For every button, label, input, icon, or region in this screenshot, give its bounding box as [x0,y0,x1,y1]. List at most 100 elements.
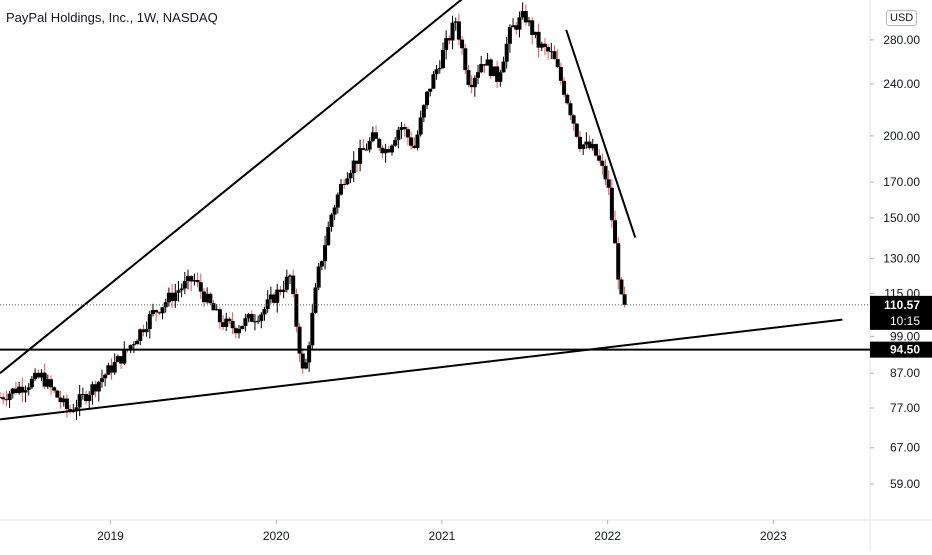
candle-body [539,43,544,48]
candle-body [173,292,178,302]
candle-body [275,289,280,303]
candle-body [150,310,155,314]
candle-body [415,134,420,149]
candle-body [319,261,324,267]
candle-body [374,132,379,139]
candle-body [399,126,404,130]
candle-body [192,280,197,282]
candle-body [1,397,6,400]
candle-body [476,72,481,78]
trendline-rising-support [0,318,843,421]
candle-body [456,21,461,40]
trendline-falling-resistance [565,29,637,238]
support-level-value: 94.50 [890,343,920,357]
candle-body [501,61,506,73]
candle-body [393,140,398,146]
chart-title: PayPal Holdings, Inc., 1W, NASDAQ [6,10,218,25]
candle-body [619,279,624,295]
candle-body [450,22,455,41]
candle-body [495,66,500,82]
candle-body [542,43,547,47]
currency-badge[interactable]: USD [886,10,918,26]
candle-body [170,292,175,302]
candle-body [160,307,165,314]
candle-body [29,378,34,388]
time-axis[interactable]: 2019 2020 2021 2022 2023 [97,520,787,543]
candle-body [176,290,181,293]
candle-body [609,187,614,221]
candle-body [189,275,194,282]
candle-body [332,207,337,215]
candle-body [530,20,535,35]
price-tick-label: 150.00 [883,211,920,225]
candle-body [463,48,468,71]
candle-body [307,345,312,363]
candle-body [138,329,143,341]
candle-body [498,72,503,82]
candle-body [281,289,286,293]
candle-body [603,165,608,180]
candle-body [4,399,9,401]
candle-body [58,397,63,403]
candle-body [578,136,582,149]
candle-body [479,64,484,73]
candle-body [205,293,210,303]
trendlines[interactable] [0,0,870,421]
candle-body [389,145,394,153]
price-tick-label: 99.00 [890,329,920,343]
candle-body [201,291,206,303]
candle-body [444,38,449,51]
price-axis[interactable]: 280.00240.00200.00170.00150.00130.00115.… [870,33,920,491]
candle-body [520,11,525,18]
candle-body [141,329,146,333]
candle-body [268,294,273,300]
candle-body [259,314,264,321]
candle-body [358,147,363,164]
candles [0,2,627,420]
candle-body [64,398,69,410]
candle-body [17,386,22,394]
candle-body [291,275,296,295]
candle-body [364,149,369,151]
candle-body [412,145,417,149]
candle-body [198,282,203,292]
candle-body [7,393,12,401]
candle-body [109,365,114,373]
candle-body [294,294,299,327]
candle-body [597,155,602,161]
candle-body [45,379,50,387]
candle-body [233,328,238,334]
candle-body [428,88,433,92]
candle-body [380,147,385,154]
candle-body [157,312,162,314]
candle-body [135,340,140,345]
candle-body [342,183,347,185]
candle-body [367,140,372,150]
candle-body [154,310,159,313]
candle-body [39,372,44,378]
last-price-tag [870,295,932,330]
last-price-value: 110.57 [884,298,920,312]
candle-body [93,384,98,392]
candle-body [345,178,350,185]
candle-body [507,27,512,44]
candle-body [262,308,267,315]
candle-body [482,64,487,66]
candle-body [472,77,477,88]
candle-body [240,325,245,329]
candle-body [440,50,445,69]
candle-body [383,149,388,154]
candle-body [616,243,621,280]
candle-body [131,344,136,346]
candle-body [326,226,331,246]
price-tick-label: 280.00 [883,33,920,47]
candle-body [348,173,353,179]
candle-body [227,318,232,322]
candle-body [74,407,79,412]
candle-body [106,365,111,375]
candle-body [26,387,31,390]
candle-body [565,94,570,104]
candle-body [488,59,493,77]
